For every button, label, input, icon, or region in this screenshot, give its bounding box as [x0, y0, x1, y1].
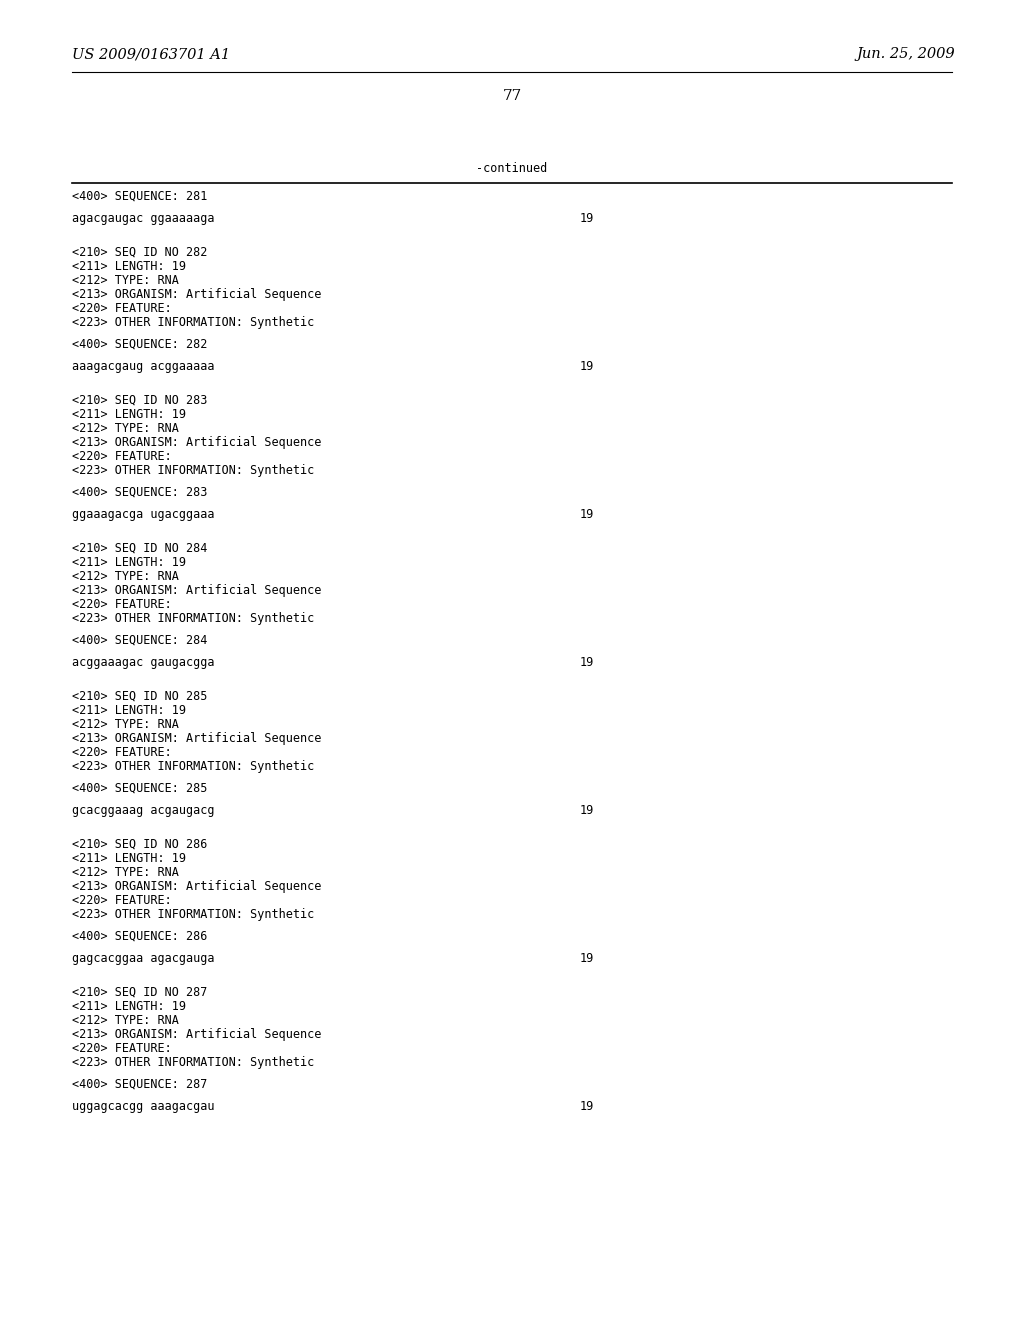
Text: 19: 19 — [580, 804, 594, 817]
Text: <400> SEQUENCE: 286: <400> SEQUENCE: 286 — [72, 931, 208, 942]
Text: 19: 19 — [580, 656, 594, 669]
Text: <211> LENGTH: 19: <211> LENGTH: 19 — [72, 1001, 186, 1012]
Text: gcacggaaag acgaugacg: gcacggaaag acgaugacg — [72, 804, 214, 817]
Text: <220> FEATURE:: <220> FEATURE: — [72, 894, 172, 907]
Text: <400> SEQUENCE: 282: <400> SEQUENCE: 282 — [72, 338, 208, 351]
Text: <210> SEQ ID NO 282: <210> SEQ ID NO 282 — [72, 246, 208, 259]
Text: <223> OTHER INFORMATION: Synthetic: <223> OTHER INFORMATION: Synthetic — [72, 315, 314, 329]
Text: <211> LENGTH: 19: <211> LENGTH: 19 — [72, 408, 186, 421]
Text: <212> TYPE: RNA: <212> TYPE: RNA — [72, 275, 179, 286]
Text: <212> TYPE: RNA: <212> TYPE: RNA — [72, 570, 179, 583]
Text: <211> LENGTH: 19: <211> LENGTH: 19 — [72, 260, 186, 273]
Text: <210> SEQ ID NO 286: <210> SEQ ID NO 286 — [72, 838, 208, 851]
Text: <223> OTHER INFORMATION: Synthetic: <223> OTHER INFORMATION: Synthetic — [72, 465, 314, 477]
Text: <210> SEQ ID NO 287: <210> SEQ ID NO 287 — [72, 986, 208, 999]
Text: 19: 19 — [580, 213, 594, 224]
Text: <213> ORGANISM: Artificial Sequence: <213> ORGANISM: Artificial Sequence — [72, 583, 322, 597]
Text: <223> OTHER INFORMATION: Synthetic: <223> OTHER INFORMATION: Synthetic — [72, 760, 314, 774]
Text: <210> SEQ ID NO 283: <210> SEQ ID NO 283 — [72, 393, 208, 407]
Text: <220> FEATURE:: <220> FEATURE: — [72, 598, 172, 611]
Text: <400> SEQUENCE: 283: <400> SEQUENCE: 283 — [72, 486, 208, 499]
Text: <223> OTHER INFORMATION: Synthetic: <223> OTHER INFORMATION: Synthetic — [72, 612, 314, 624]
Text: <223> OTHER INFORMATION: Synthetic: <223> OTHER INFORMATION: Synthetic — [72, 1056, 314, 1069]
Text: gagcacggaa agacgauga: gagcacggaa agacgauga — [72, 952, 214, 965]
Text: <400> SEQUENCE: 284: <400> SEQUENCE: 284 — [72, 634, 208, 647]
Text: <210> SEQ ID NO 285: <210> SEQ ID NO 285 — [72, 690, 208, 704]
Text: ggaaagacga ugacggaaa: ggaaagacga ugacggaaa — [72, 508, 214, 521]
Text: 19: 19 — [580, 360, 594, 374]
Text: 77: 77 — [503, 88, 521, 103]
Text: <400> SEQUENCE: 281: <400> SEQUENCE: 281 — [72, 190, 208, 203]
Text: <220> FEATURE:: <220> FEATURE: — [72, 450, 172, 463]
Text: 19: 19 — [580, 1100, 594, 1113]
Text: <211> LENGTH: 19: <211> LENGTH: 19 — [72, 556, 186, 569]
Text: <210> SEQ ID NO 284: <210> SEQ ID NO 284 — [72, 543, 208, 554]
Text: <213> ORGANISM: Artificial Sequence: <213> ORGANISM: Artificial Sequence — [72, 733, 322, 744]
Text: <400> SEQUENCE: 287: <400> SEQUENCE: 287 — [72, 1078, 208, 1092]
Text: US 2009/0163701 A1: US 2009/0163701 A1 — [72, 48, 230, 61]
Text: <212> TYPE: RNA: <212> TYPE: RNA — [72, 422, 179, 436]
Text: <213> ORGANISM: Artificial Sequence: <213> ORGANISM: Artificial Sequence — [72, 288, 322, 301]
Text: <211> LENGTH: 19: <211> LENGTH: 19 — [72, 851, 186, 865]
Text: Jun. 25, 2009: Jun. 25, 2009 — [856, 48, 955, 61]
Text: <213> ORGANISM: Artificial Sequence: <213> ORGANISM: Artificial Sequence — [72, 436, 322, 449]
Text: acggaaagac gaugacgga: acggaaagac gaugacgga — [72, 656, 214, 669]
Text: <220> FEATURE:: <220> FEATURE: — [72, 302, 172, 315]
Text: <213> ORGANISM: Artificial Sequence: <213> ORGANISM: Artificial Sequence — [72, 1028, 322, 1041]
Text: <220> FEATURE:: <220> FEATURE: — [72, 1041, 172, 1055]
Text: uggagcacgg aaagacgau: uggagcacgg aaagacgau — [72, 1100, 214, 1113]
Text: <213> ORGANISM: Artificial Sequence: <213> ORGANISM: Artificial Sequence — [72, 880, 322, 894]
Text: <223> OTHER INFORMATION: Synthetic: <223> OTHER INFORMATION: Synthetic — [72, 908, 314, 921]
Text: <400> SEQUENCE: 285: <400> SEQUENCE: 285 — [72, 781, 208, 795]
Text: <212> TYPE: RNA: <212> TYPE: RNA — [72, 718, 179, 731]
Text: <220> FEATURE:: <220> FEATURE: — [72, 746, 172, 759]
Text: <211> LENGTH: 19: <211> LENGTH: 19 — [72, 704, 186, 717]
Text: agacgaugac ggaaaaaga: agacgaugac ggaaaaaga — [72, 213, 214, 224]
Text: 19: 19 — [580, 952, 594, 965]
Text: -continued: -continued — [476, 162, 548, 176]
Text: <212> TYPE: RNA: <212> TYPE: RNA — [72, 866, 179, 879]
Text: <212> TYPE: RNA: <212> TYPE: RNA — [72, 1014, 179, 1027]
Text: aaagacgaug acggaaaaa: aaagacgaug acggaaaaa — [72, 360, 214, 374]
Text: 19: 19 — [580, 508, 594, 521]
